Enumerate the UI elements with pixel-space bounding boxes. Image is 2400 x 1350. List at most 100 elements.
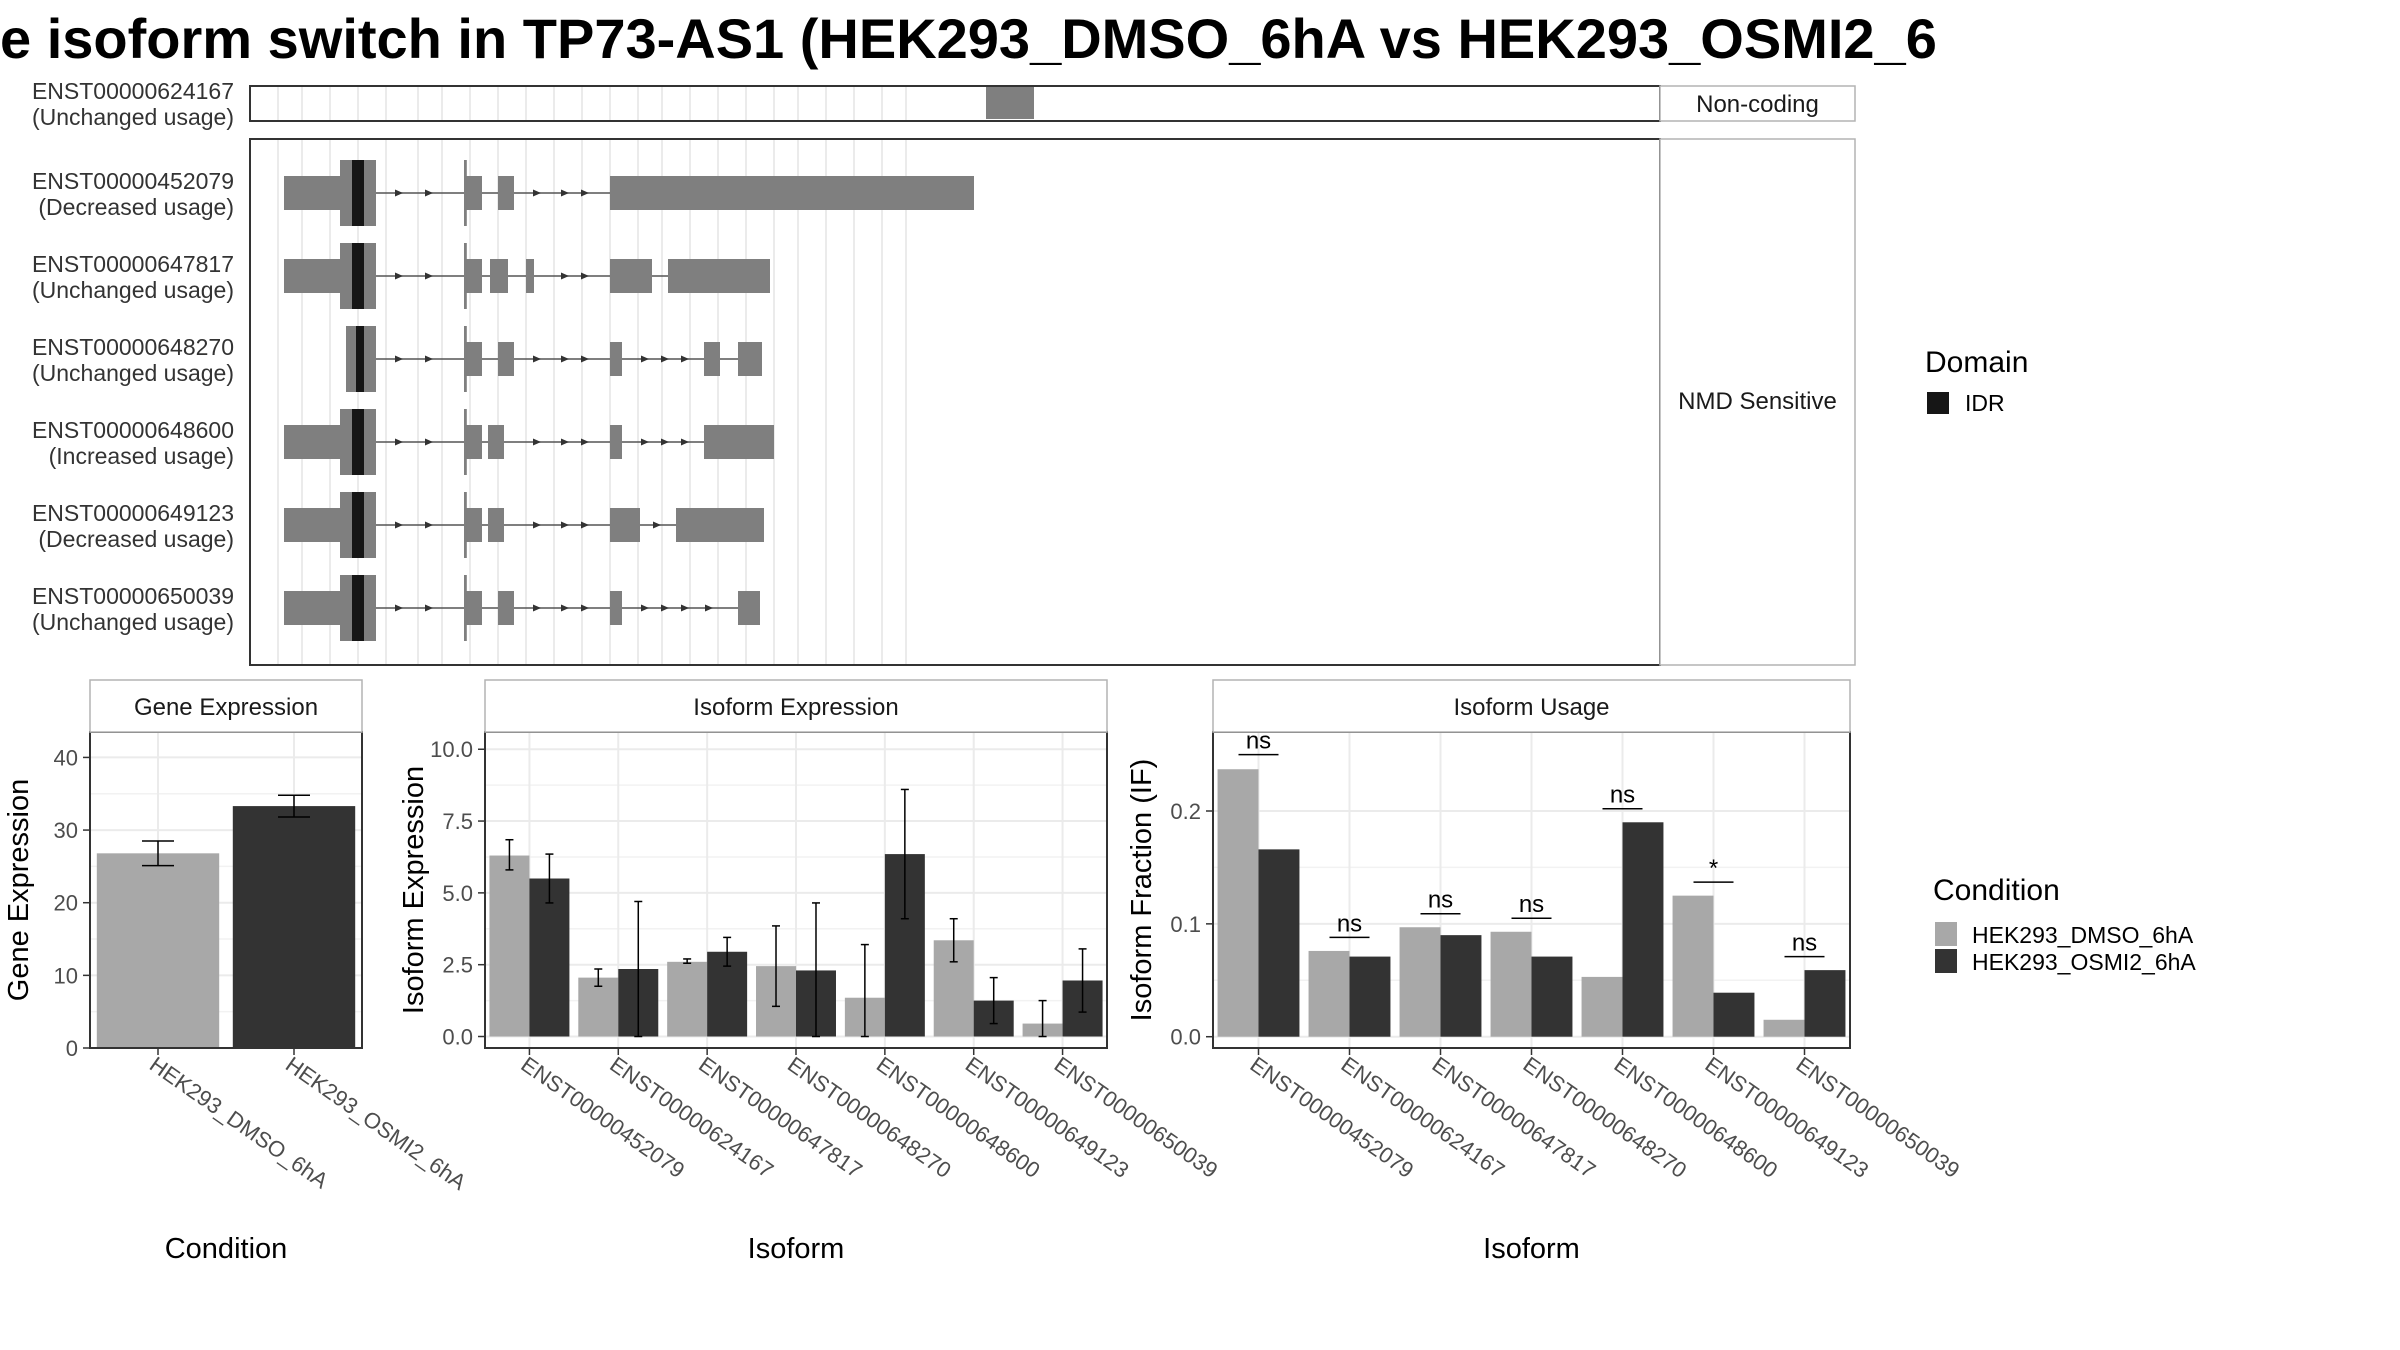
transcript-structure-panel: ENST00000624167(Unchanged usage)ENST0000… (32, 78, 1856, 666)
exon-cds (464, 492, 467, 558)
bar (1399, 927, 1441, 1037)
direction-arrow (561, 438, 569, 446)
exon-utr (464, 508, 482, 542)
direction-arrow (425, 355, 433, 363)
bar (96, 853, 220, 1048)
significance-label: ns (1428, 887, 1453, 914)
bar (232, 806, 356, 1048)
x-tick-label: ENST00000648600 (1610, 1052, 1783, 1183)
direction-arrow (425, 604, 433, 612)
transcript-id-label: ENST00000648600 (32, 417, 234, 443)
exon-utr (986, 87, 1034, 119)
bar (1349, 956, 1391, 1037)
direction-arrow (681, 355, 689, 363)
y-tick-label: 2.5 (442, 953, 473, 978)
exon-utr (668, 259, 770, 293)
noncoding-panel-bg (250, 86, 1660, 121)
domain-legend-swatch (1927, 392, 1949, 414)
y-tick-label: 10.0 (430, 737, 473, 762)
direction-arrow (395, 438, 403, 446)
exon-utr (610, 425, 622, 459)
direction-arrow (561, 355, 569, 363)
exon-utr (464, 591, 482, 625)
exon-utr (610, 591, 622, 625)
y-tick-label: 10 (54, 963, 78, 988)
bar (1440, 935, 1482, 1037)
condition-legend-swatch (1935, 949, 1957, 973)
direction-arrow (425, 189, 433, 197)
exon-cds (464, 160, 467, 226)
exon-utr (610, 259, 652, 293)
direction-arrow (395, 355, 403, 363)
domain-legend-title: Domain (1925, 346, 2028, 379)
direction-arrow (561, 272, 569, 280)
direction-arrow (395, 272, 403, 280)
direction-arrow (533, 604, 541, 612)
x-tick-label: ENST00000648270 (783, 1052, 956, 1183)
direction-arrow (425, 521, 433, 529)
chart-title-strip (1212, 679, 1851, 733)
y-tick-label: 0.0 (1170, 1025, 1201, 1050)
noncoding-strip (1659, 85, 1856, 122)
transcript-usage-label: (Decreased usage) (38, 194, 234, 220)
transcript-usage-label: (Unchanged usage) (32, 277, 234, 303)
direction-arrow (581, 521, 589, 529)
exon-utr (526, 259, 534, 293)
transcript-id-label: ENST00000648270 (32, 334, 234, 360)
exon-utr (464, 176, 482, 210)
direction-arrow (561, 521, 569, 529)
idr-domain (352, 575, 364, 641)
bar (1581, 976, 1623, 1037)
idr-domain (352, 492, 364, 558)
direction-arrow (661, 438, 669, 446)
transcript-id-label: ENST00000624167 (32, 78, 234, 104)
x-tick-label: ENST00000650039 (1050, 1052, 1223, 1183)
direction-arrow (661, 604, 669, 612)
direction-arrow (533, 355, 541, 363)
x-tick-label: ENST00000624167 (1337, 1052, 1510, 1183)
exon-utr (610, 342, 622, 376)
transcript-usage-label: (Unchanged usage) (32, 104, 234, 130)
bar (1490, 931, 1532, 1037)
direction-arrow (661, 355, 669, 363)
chart-title: Gene Expression (134, 694, 318, 721)
significance-label: ns (1610, 782, 1635, 809)
transcript-id-label: ENST00000649123 (32, 500, 234, 526)
direction-arrow (533, 521, 541, 529)
exon-utr (488, 508, 504, 542)
x-tick-label: ENST00000649123 (961, 1052, 1134, 1183)
exon-utr (704, 425, 774, 459)
y-tick-label: 40 (54, 745, 78, 770)
direction-arrow (395, 521, 403, 529)
direction-arrow (581, 604, 589, 612)
bar (1804, 970, 1846, 1037)
exon-utr (610, 508, 640, 542)
exon-cds (464, 326, 467, 392)
transcript-usage-label: (Increased usage) (49, 443, 234, 469)
nmd-strip-label: NMD Sensitive (1678, 388, 1837, 415)
x-tick-label: ENST00000452079 (1246, 1052, 1419, 1183)
exon-cds (464, 409, 467, 475)
bar (1308, 950, 1350, 1037)
exon-utr (464, 342, 482, 376)
direction-arrow (425, 438, 433, 446)
exon-cds (464, 243, 467, 309)
y-tick-label: 0.1 (1170, 912, 1201, 937)
nmd-panel-bg (250, 139, 1660, 665)
transcript-usage-label: (Decreased usage) (38, 526, 234, 552)
bar (667, 961, 708, 1037)
direction-arrow (681, 438, 689, 446)
exon-utr (610, 176, 974, 210)
exon-utr (464, 425, 482, 459)
x-axis-title: Isoform (748, 1233, 845, 1265)
idr-domain (352, 409, 364, 475)
chart-title-strip (484, 679, 1108, 733)
direction-arrow (561, 189, 569, 197)
x-tick-label: ENST00000647817 (694, 1052, 867, 1183)
domain-legend-label: IDR (1965, 390, 2005, 416)
bar (1763, 1019, 1805, 1037)
x-tick-label: ENST00000452079 (517, 1052, 690, 1183)
